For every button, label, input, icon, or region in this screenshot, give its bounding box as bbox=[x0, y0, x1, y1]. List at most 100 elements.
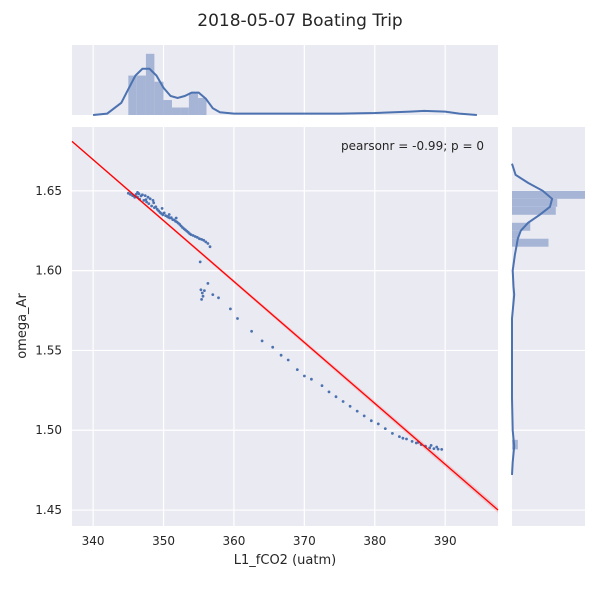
scatter-point bbox=[126, 191, 130, 195]
scatter-point bbox=[432, 447, 436, 450]
scatter-point bbox=[362, 414, 366, 418]
y-tick-label: 1.55 bbox=[35, 343, 62, 357]
scatter-point bbox=[200, 291, 204, 295]
scatter-point bbox=[260, 339, 264, 343]
x-tick-label: 390 bbox=[434, 534, 457, 548]
scatter-point bbox=[134, 193, 138, 196]
top-histogram-bar bbox=[128, 75, 137, 115]
scatter-point bbox=[195, 236, 199, 239]
scatter-point bbox=[405, 437, 408, 441]
scatter-point bbox=[334, 395, 338, 399]
pearson-annotation: pearsonr = -0.99; p = 0 bbox=[341, 139, 484, 153]
scatter-point bbox=[271, 345, 275, 349]
scatter-point bbox=[250, 329, 254, 333]
scatter-point bbox=[440, 448, 444, 451]
scatter-point bbox=[145, 200, 149, 204]
right-histogram-bar bbox=[512, 206, 556, 215]
scatter-point bbox=[206, 242, 210, 245]
scatter-point bbox=[369, 419, 373, 423]
top-histogram-bar bbox=[136, 75, 146, 115]
scatter-point bbox=[191, 234, 195, 237]
scatter-point bbox=[376, 422, 380, 426]
x-tick-label: 360 bbox=[222, 534, 245, 548]
scatter-point bbox=[147, 202, 151, 206]
scatter-point bbox=[198, 237, 201, 241]
main-grid bbox=[72, 127, 498, 526]
x-tick-label: 340 bbox=[82, 534, 105, 548]
scatter-point bbox=[198, 260, 202, 264]
scatter-point bbox=[279, 353, 283, 357]
top-histogram-bar bbox=[154, 81, 164, 115]
right-marginal-background bbox=[512, 127, 585, 526]
scatter-point bbox=[204, 240, 208, 244]
right-histogram-bar bbox=[512, 230, 520, 239]
scatter-point bbox=[200, 238, 204, 241]
scatter-point bbox=[199, 288, 203, 292]
scatter-point bbox=[174, 216, 178, 220]
top-histogram-bar bbox=[180, 107, 189, 115]
scatter-point bbox=[146, 195, 150, 199]
scatter-point bbox=[327, 390, 331, 394]
y-axis-label: omega_Ar bbox=[15, 293, 30, 359]
scatter-point bbox=[148, 197, 152, 201]
scatter-point bbox=[151, 199, 155, 202]
scatter-point bbox=[229, 307, 232, 311]
scatter-point bbox=[341, 400, 345, 403]
scatter-point bbox=[201, 294, 205, 298]
top-marginal-grid bbox=[92, 45, 446, 115]
scatter-point bbox=[410, 440, 414, 443]
scatter-point bbox=[200, 298, 204, 301]
y-tick-labels: 1.45 1.50 1.55 1.60 1.65 bbox=[35, 184, 62, 517]
y-tick-label: 1.50 bbox=[35, 423, 62, 437]
right-histogram-bar bbox=[512, 198, 558, 207]
chart-title: 2018-05-07 Boating Trip bbox=[197, 11, 402, 31]
scatter-point bbox=[189, 233, 193, 237]
scatter-point bbox=[310, 377, 313, 381]
scatter-point bbox=[295, 368, 299, 371]
scatter-point bbox=[401, 436, 405, 440]
scatter-point bbox=[355, 409, 359, 413]
x-tick-labels: 340 350 360 370 380 390 bbox=[82, 534, 457, 548]
scatter-point bbox=[193, 235, 197, 238]
scatter-point bbox=[414, 441, 418, 445]
y-tick-label: 1.65 bbox=[35, 184, 62, 198]
right-marginal-panel bbox=[511, 127, 585, 526]
right-histogram-bar bbox=[512, 238, 549, 247]
scatter-point bbox=[208, 245, 212, 249]
scatter-point bbox=[303, 374, 306, 378]
top-marginal-panel bbox=[72, 45, 498, 116]
regression-line bbox=[71, 140, 499, 511]
scatter-point bbox=[143, 194, 147, 198]
scatter-point bbox=[152, 201, 156, 205]
scatter-point bbox=[150, 204, 154, 208]
scatter-point bbox=[320, 384, 324, 387]
top-histogram-bar bbox=[145, 53, 155, 115]
scatter-point bbox=[202, 238, 206, 242]
top-histogram-bar bbox=[171, 107, 181, 115]
top-histogram-bar bbox=[163, 100, 172, 115]
main-scatter-panel: pearsonr = -0.99; p = 0 bbox=[71, 127, 499, 526]
right-histogram-bar bbox=[512, 222, 531, 231]
scatter-point bbox=[348, 404, 352, 408]
x-tick-label: 350 bbox=[152, 534, 175, 548]
x-tick-label: 370 bbox=[293, 534, 316, 548]
scatter-point bbox=[211, 293, 215, 296]
scatter-points bbox=[126, 191, 444, 451]
scatter-point bbox=[162, 211, 166, 215]
scatter-point bbox=[206, 282, 210, 285]
top-histogram-bar bbox=[198, 98, 207, 115]
scatter-point bbox=[137, 192, 141, 196]
top-histogram-bars bbox=[128, 53, 207, 115]
scatter-point bbox=[203, 289, 206, 292]
right-kde-line bbox=[511, 163, 554, 475]
scatter-point bbox=[429, 444, 433, 447]
scatter-point bbox=[141, 193, 144, 197]
scatter-point bbox=[129, 193, 132, 196]
scatter-point bbox=[217, 296, 220, 300]
scatter-point bbox=[142, 199, 146, 202]
scatter-point bbox=[398, 435, 401, 438]
scatter-point bbox=[436, 447, 440, 451]
y-tick-label: 1.45 bbox=[35, 503, 62, 517]
y-tick-label: 1.60 bbox=[35, 264, 62, 278]
